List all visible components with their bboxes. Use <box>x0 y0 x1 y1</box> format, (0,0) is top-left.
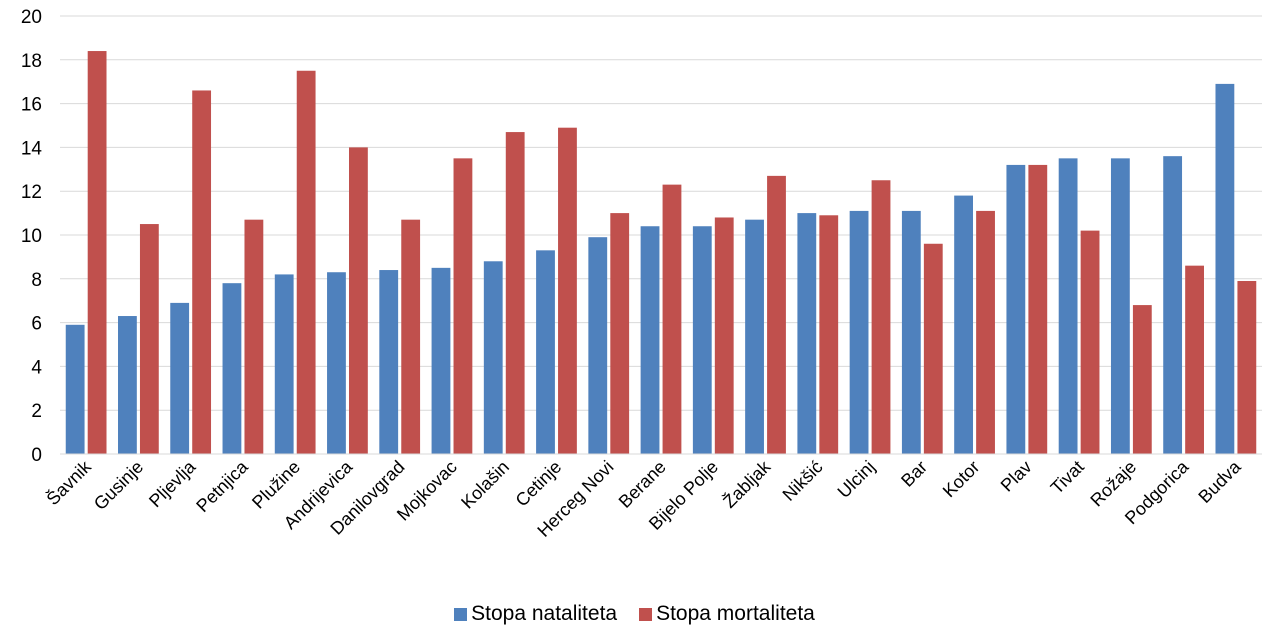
bar-mortalitet <box>505 132 525 454</box>
bar-mortalitet <box>767 175 786 454</box>
x-tick-label: Tivat <box>1047 457 1088 498</box>
bar-mortalitet <box>139 224 159 454</box>
legend-item-mortalitet: Stopa mortaliteta <box>639 602 815 626</box>
y-tick-label: 6 <box>31 314 42 335</box>
bar-mortalitet <box>87 51 107 454</box>
bar-mortalitet <box>1237 280 1257 454</box>
y-tick-label: 20 <box>21 7 42 28</box>
bar-mortalitet <box>401 219 421 454</box>
bar-mortalitet <box>819 215 839 454</box>
y-tick-label: 10 <box>21 226 42 247</box>
bar-mortalitet <box>923 243 943 454</box>
y-tick-label: 12 <box>21 182 42 203</box>
x-tick-label: Petnjica <box>192 456 252 516</box>
bar-natalitet <box>222 283 242 454</box>
legend-label-mortalitet: Stopa mortaliteta <box>656 602 815 625</box>
bar-mortalitet <box>192 90 212 455</box>
bar-natalitet <box>65 324 85 454</box>
bar-natalitet <box>797 213 817 454</box>
bar-mortalitet <box>1185 265 1204 454</box>
bar-mortalitet <box>453 158 473 454</box>
x-tick-label: Nikšić <box>779 457 827 505</box>
bar-mortalitet <box>976 210 995 454</box>
bar-mortalitet <box>244 219 264 454</box>
x-tick-label: Šavnik <box>42 455 96 509</box>
bar-chart: 0 2 4 6 8 10 12 14 16 18 20 ŠavnikGusinjePljevljaP… <box>21 7 1262 541</box>
bar-mortalitet <box>1080 230 1100 454</box>
y-tick-label: 2 <box>31 401 42 422</box>
bar-natalitet <box>588 237 608 454</box>
bar-mortalitet <box>1132 305 1152 454</box>
bar-natalitet <box>1058 158 1078 454</box>
x-tick-label: Gusinje <box>90 457 147 514</box>
bar-natalitet <box>483 261 503 454</box>
x-axis: ŠavnikGusinjePljevljaPetnjicaPlužineAndr… <box>42 453 1262 541</box>
bar-natalitet <box>1163 156 1183 454</box>
bar-mortalitet <box>662 184 682 454</box>
bar-mortalitet <box>296 70 316 454</box>
bar-natalitet <box>745 219 764 454</box>
y-tick-label: 8 <box>31 270 42 291</box>
bar-mortalitet <box>610 213 630 454</box>
bars <box>65 51 1257 455</box>
y-tick-label: 16 <box>21 95 42 116</box>
bar-natalitet <box>849 210 869 454</box>
x-tick-label: Kolašin <box>457 457 513 513</box>
bar-natalitet <box>1110 158 1130 454</box>
legend: Stopa nataliteta Stopa mortaliteta <box>0 602 1269 626</box>
legend-item-natalitet: Stopa nataliteta <box>454 602 617 626</box>
bar-natalitet <box>379 270 399 454</box>
y-axis: 0 2 4 6 8 10 12 14 16 18 20 <box>21 7 43 466</box>
bar-mortalitet <box>1028 164 1048 455</box>
bar-natalitet <box>118 316 137 454</box>
bar-natalitet <box>431 267 451 454</box>
x-tick-label: Plav <box>997 457 1036 496</box>
legend-swatch-mortalitet <box>639 607 653 621</box>
legend-label-natalitet: Stopa nataliteta <box>471 602 618 625</box>
bar-natalitet <box>1006 164 1026 455</box>
y-tick-label: 4 <box>31 357 42 378</box>
y-tick-label: 14 <box>21 138 43 159</box>
bar-mortalitet <box>714 217 734 454</box>
x-tick-label: Žabljak <box>719 456 775 512</box>
bar-mortalitet <box>871 180 891 454</box>
x-tick-label: Ulcinj <box>834 457 879 502</box>
y-tick-label: 18 <box>21 51 42 72</box>
bar-natalitet <box>170 302 190 454</box>
x-tick-label: Bar <box>897 457 931 491</box>
bar-natalitet <box>1215 83 1235 454</box>
bar-natalitet <box>536 250 555 454</box>
x-tick-label: Budva <box>1194 456 1245 507</box>
bar-natalitet <box>901 210 921 454</box>
bar-natalitet <box>274 274 294 454</box>
legend-swatch-natalitet <box>454 607 468 621</box>
y-tick-label: 0 <box>31 445 42 466</box>
x-tick-label: Kotor <box>939 457 984 502</box>
bar-natalitet <box>692 226 712 454</box>
bar-natalitet <box>640 226 660 454</box>
bar-natalitet <box>954 195 973 454</box>
bar-mortalitet <box>349 147 368 454</box>
bar-mortalitet <box>558 127 577 454</box>
bar-natalitet <box>327 272 346 454</box>
